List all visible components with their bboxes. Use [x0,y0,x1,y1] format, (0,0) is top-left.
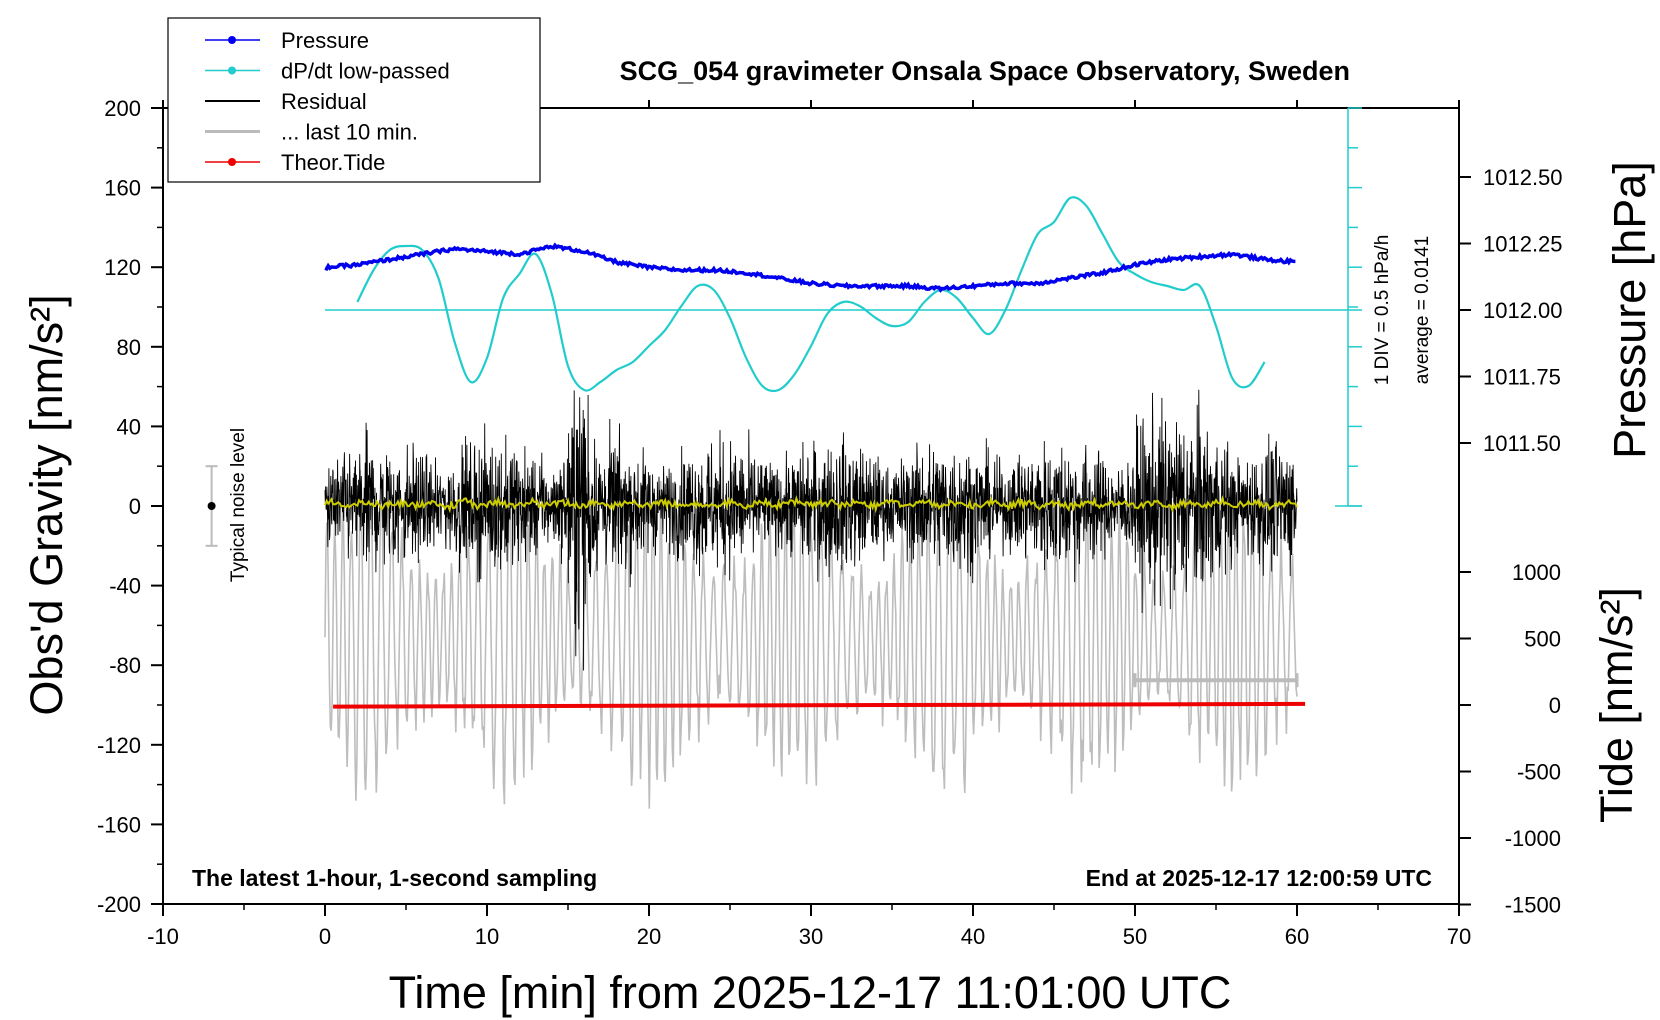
tide-tick-label: 0 [1549,693,1561,718]
y-tick-label: 0 [129,494,141,519]
pressure-line [324,242,1296,293]
y-tick-label: -40 [109,574,141,599]
dpdt-trace [325,196,1362,393]
y-tick-label: -120 [97,733,141,758]
y-tick-label: 80 [117,335,141,360]
pressure-tick-label: 1011.75 [1483,365,1561,390]
tide-tick-label: -1500 [1505,893,1561,918]
noise-bar-dot [207,502,216,510]
x-tick-label: 20 [637,924,661,949]
theor-tide-trace [333,701,1306,709]
x-tick-label: 50 [1123,924,1147,949]
pressure-tick-label: 1012.00 [1483,298,1563,323]
y-tick-label: -160 [97,812,141,837]
x-tick-label: 30 [799,924,823,949]
y-tick-label: -200 [97,892,141,917]
legend-label: dP/dt low-passed [281,59,450,84]
legend-marker [228,158,236,166]
chart-title: SCG_054 gravimeter Onsala Space Observat… [620,56,1350,86]
residual-trace [324,389,1298,671]
legend-marker [228,66,236,75]
dpdt-scale-bar [1335,107,1362,507]
legend-label: Pressure [281,28,369,53]
dpdt-line [356,196,1266,393]
legend-item: Pressure [205,28,369,53]
tide-tick-label: -1000 [1505,826,1561,851]
tide-tick-label: -500 [1517,760,1561,785]
y-axis-ticks: 200 160 120 80 40 0 -40 -80 -120 -160 -200 [97,96,163,917]
residual-line [324,389,1298,671]
x-tick-label: 0 [319,924,331,949]
legend-label: Residual [281,89,367,114]
tide-line [333,701,1306,709]
tide-tick-label: 1000 [1512,560,1561,585]
x-tick-label: 70 [1447,924,1471,949]
y-tick-label: 160 [104,176,141,201]
legend-item: ... last 10 min. [205,120,418,145]
x-axis-ticks: -10 0 10 20 30 40 50 60 70 [147,100,1471,949]
pressure-tick-label: 1011.50 [1483,431,1561,456]
legend-item: Theor.Tide [205,150,385,175]
annotation-sampling: The latest 1-hour, 1-second sampling [192,865,597,891]
y-tick-label: 200 [104,96,141,121]
tide-tick-label: 500 [1524,627,1561,652]
pressure-axis-label: Pressure [hPa] [1604,161,1655,459]
smoothed-residual-trace [324,494,1298,514]
tide-axis-label: Tide [nm/s²] [1591,587,1642,823]
y-axis-label: Obs'd Gravity [nm/s²] [21,294,72,715]
x-axis-label: Time [min] from 2025-12-17 11:01:00 UTC [389,967,1232,1018]
smoothed-line [324,494,1298,514]
last-10-min-bar [1133,673,1299,688]
pressure-tick-label: 1012.25 [1483,232,1563,257]
legend-item: dP/dt low-passed [205,59,450,84]
pressure-axis-ticks: 1012.50 1012.25 1012.00 1011.75 1011.50 [1459,165,1563,456]
annotation-scale-div: 1 DIV = 0.5 hPa/h [1372,235,1393,386]
legend-item: Residual [205,89,367,114]
gray-line [324,464,1298,809]
x-tick-label: 60 [1285,924,1309,949]
x-tick-label: 40 [961,924,985,949]
tide-axis-ticks: 1000 500 0 -500 -1000 -1500 [1459,560,1561,918]
pressure-tick-label: 1012.50 [1483,165,1563,190]
y-tick-label: 40 [117,414,141,439]
legend-marker [228,36,236,44]
annotation-noise-level: Typical noise level [228,428,249,582]
x-tick-label: 10 [475,924,499,949]
legend-label: ... last 10 min. [281,120,418,145]
noise-level-bar [205,465,218,547]
pressure-trace [324,242,1296,293]
annotation-average: average = 0.0141 [1412,236,1433,384]
y-tick-label: -80 [109,653,141,678]
y-tick-label: 120 [104,255,141,280]
gray-oscillation-trace [324,464,1298,809]
annotation-end-time: End at 2025-12-17 12:00:59 UTC [1086,865,1432,891]
x-tick-label: -10 [147,924,179,949]
legend-label: Theor.Tide [281,150,385,175]
legend: Pressure dP/dt low-passed Residual ... last… [167,17,541,183]
